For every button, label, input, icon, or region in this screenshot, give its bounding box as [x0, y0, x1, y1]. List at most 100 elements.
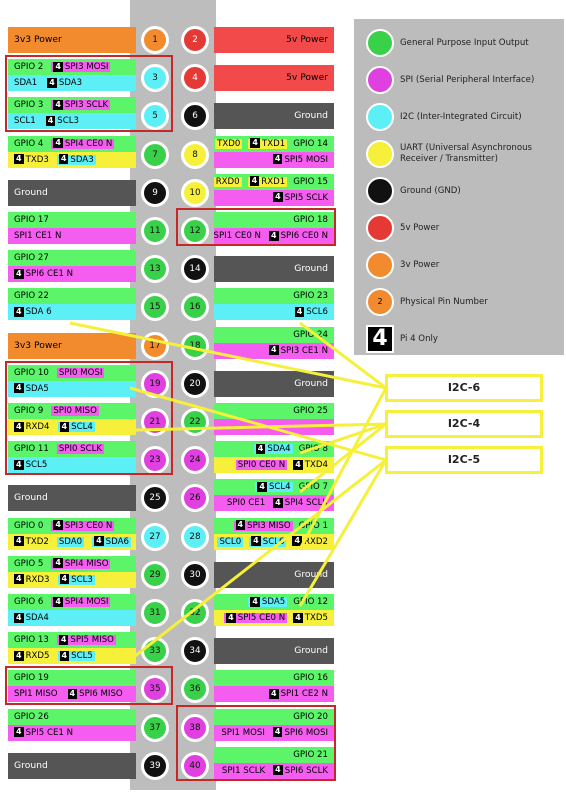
pin-16: 16: [181, 293, 209, 322]
primary-function-text: SPI6 MOSI: [284, 727, 328, 738]
pi4-only-badge: 4: [249, 176, 260, 187]
right-label-7-bottom: 4 SCL6: [214, 304, 334, 321]
pin-function-label: Ground: [294, 562, 328, 588]
pin-36: 36: [181, 675, 209, 704]
right-label-12-top: 4 SCL4 GPIO 7: [214, 479, 334, 496]
pin-20: 20: [181, 369, 209, 398]
primary-function: GPIO 15: [293, 177, 328, 187]
pin-function-label: 4 SPI5 CE1 N: [14, 725, 73, 741]
alt-function: 4 SPI3 MOSI: [51, 61, 111, 73]
primary-function-text: 5v Power: [286, 34, 328, 45]
right-label-9: Ground: [214, 370, 334, 397]
pin-function-label: Ground: [14, 753, 48, 779]
pi4-only-badge: 4: [14, 727, 24, 738]
right-label-17-bottom: 4 SPI1 CE2 N: [214, 686, 334, 703]
primary-function-text: Ground: [14, 492, 48, 504]
color-swatch-icon: [366, 103, 394, 131]
pin-function-label: GPIO 20: [293, 709, 328, 725]
pin-37: 37: [141, 713, 169, 742]
pin-function-label: SCL0 4 SCL6 4 RXD2: [217, 534, 328, 550]
legend-item: Ground (GND): [366, 177, 566, 205]
alt-function-text: SCL0: [219, 536, 242, 547]
primary-function-text: SPI6 SCLK: [284, 765, 328, 776]
right-label-8-top: GPIO 24: [214, 326, 334, 343]
pin-function-label: GPIO 16: [293, 670, 328, 686]
pin-6: 6: [181, 102, 209, 131]
right-label-15-bottom: 4 SPI5 CE0 N 4 TXD5: [214, 610, 334, 626]
primary-function: GPIO 0: [14, 521, 43, 531]
alt-function: 4 SCL6: [249, 536, 287, 547]
primary-function-text: TXD3: [25, 154, 49, 165]
pin-function-label: Ground: [14, 485, 48, 511]
alt-function-text: SPI4 CE0 N: [64, 138, 113, 149]
primary-function-text: RXD2: [304, 536, 328, 547]
alt-function: 4 TXD1: [248, 138, 288, 149]
right-label-10-top: GPIO 25: [214, 403, 334, 419]
pin-12: 12: [181, 217, 209, 245]
legend-label: UART (Universal Asynchronous Receiver / …: [400, 143, 533, 164]
pi4-only-badge: 4: [272, 727, 283, 738]
primary-function-text: GPIO 13: [14, 635, 49, 646]
pi4-only-badge: 4: [58, 154, 69, 165]
primary-function: GPIO 26: [14, 712, 49, 722]
color-swatch-icon: [366, 214, 394, 242]
pin-function-label: Ground: [294, 103, 328, 129]
pi4-only-badge: 4: [58, 634, 69, 645]
highlight-i2c-pins-3-5: [5, 55, 173, 132]
pi4-only-badge: 4: [14, 459, 24, 470]
pi4-only-badge: 4: [292, 536, 303, 547]
alt-function: 4 RXD1: [247, 176, 288, 187]
bus-box-i2c-4: I2C-4: [385, 410, 543, 438]
pin-34: 34: [181, 637, 209, 666]
pi4-only-badge: 4: [53, 138, 63, 149]
alt-function-text: SPI5 MISO: [70, 635, 114, 646]
pi4-only-badge: 4: [14, 612, 24, 623]
pin-35: 35: [141, 675, 169, 704]
pin-function-label: GPIO 2 4 SPI3 MOSI: [14, 59, 111, 75]
left-label-12: Ground: [8, 485, 136, 512]
legend-label: Ground (GND): [400, 185, 461, 196]
alt-function-text: SPI5 CE0 N: [237, 613, 286, 623]
alt-function: SCL0: [217, 536, 244, 547]
primary-function-text: TXD5: [304, 613, 328, 623]
primary-function-text: 3v3 Power: [14, 34, 62, 45]
alt-function-text: SPI3 MISO: [247, 520, 291, 531]
primary-function-text: SPI4 SCLK: [284, 498, 328, 509]
left-label-16-top: GPIO 13 4 SPI5 MISO: [8, 632, 136, 649]
pi4-only-badge: 4: [59, 650, 70, 661]
alt-function: 4 SCL3: [43, 115, 82, 127]
left-label-7-bottom: 4 SDA 6: [8, 304, 136, 321]
primary-function: GPIO 16: [293, 673, 328, 683]
pin-27: 27: [141, 522, 169, 551]
primary-function: GPIO 7: [299, 482, 328, 492]
primary-function: 3v3 Power: [14, 340, 62, 351]
alt-function: RXD0: [214, 176, 242, 187]
primary-function-text: SDA5: [25, 383, 49, 394]
pi4-only-badge: 4: [53, 99, 63, 110]
alt-function: TXD0: [215, 138, 243, 149]
primary-function-text: RXD3: [25, 574, 50, 585]
primary-function: 4 TXD5: [293, 612, 328, 623]
primary-function-text: RXD4: [25, 422, 50, 432]
pin-function-label: Ground: [294, 638, 328, 664]
color-swatch-icon: [366, 177, 394, 205]
pi4-only-badge: 4: [293, 612, 303, 623]
pi4-only-badge: 4: [235, 520, 246, 531]
primary-function-text: GPIO 3: [14, 100, 44, 111]
primary-function: 4 RXD5: [14, 650, 50, 661]
color-swatch-icon: [366, 140, 394, 168]
pi4-only-badge: 4: [272, 154, 283, 165]
pin-function-label: SPI0 CE0 N 4 TXD4: [235, 457, 328, 473]
legend-label: General Purpose Input Output: [400, 37, 529, 48]
pin-1: 1: [141, 26, 169, 54]
pin-function-label: 4 RXD5 4 SCL5: [14, 648, 95, 664]
right-label-17-top: GPIO 16: [214, 670, 334, 687]
legend-label: 3v Power: [400, 259, 440, 270]
alt-function-text: SCL3: [71, 574, 93, 585]
pin-10: 10: [181, 178, 209, 207]
pi4-only-badge: 4: [53, 558, 63, 569]
primary-function-text: SCL5: [25, 460, 48, 471]
left-label-19: Ground: [8, 752, 136, 779]
primary-function-text: GPIO 18: [293, 215, 328, 225]
primary-function-text: Ground: [294, 645, 328, 657]
